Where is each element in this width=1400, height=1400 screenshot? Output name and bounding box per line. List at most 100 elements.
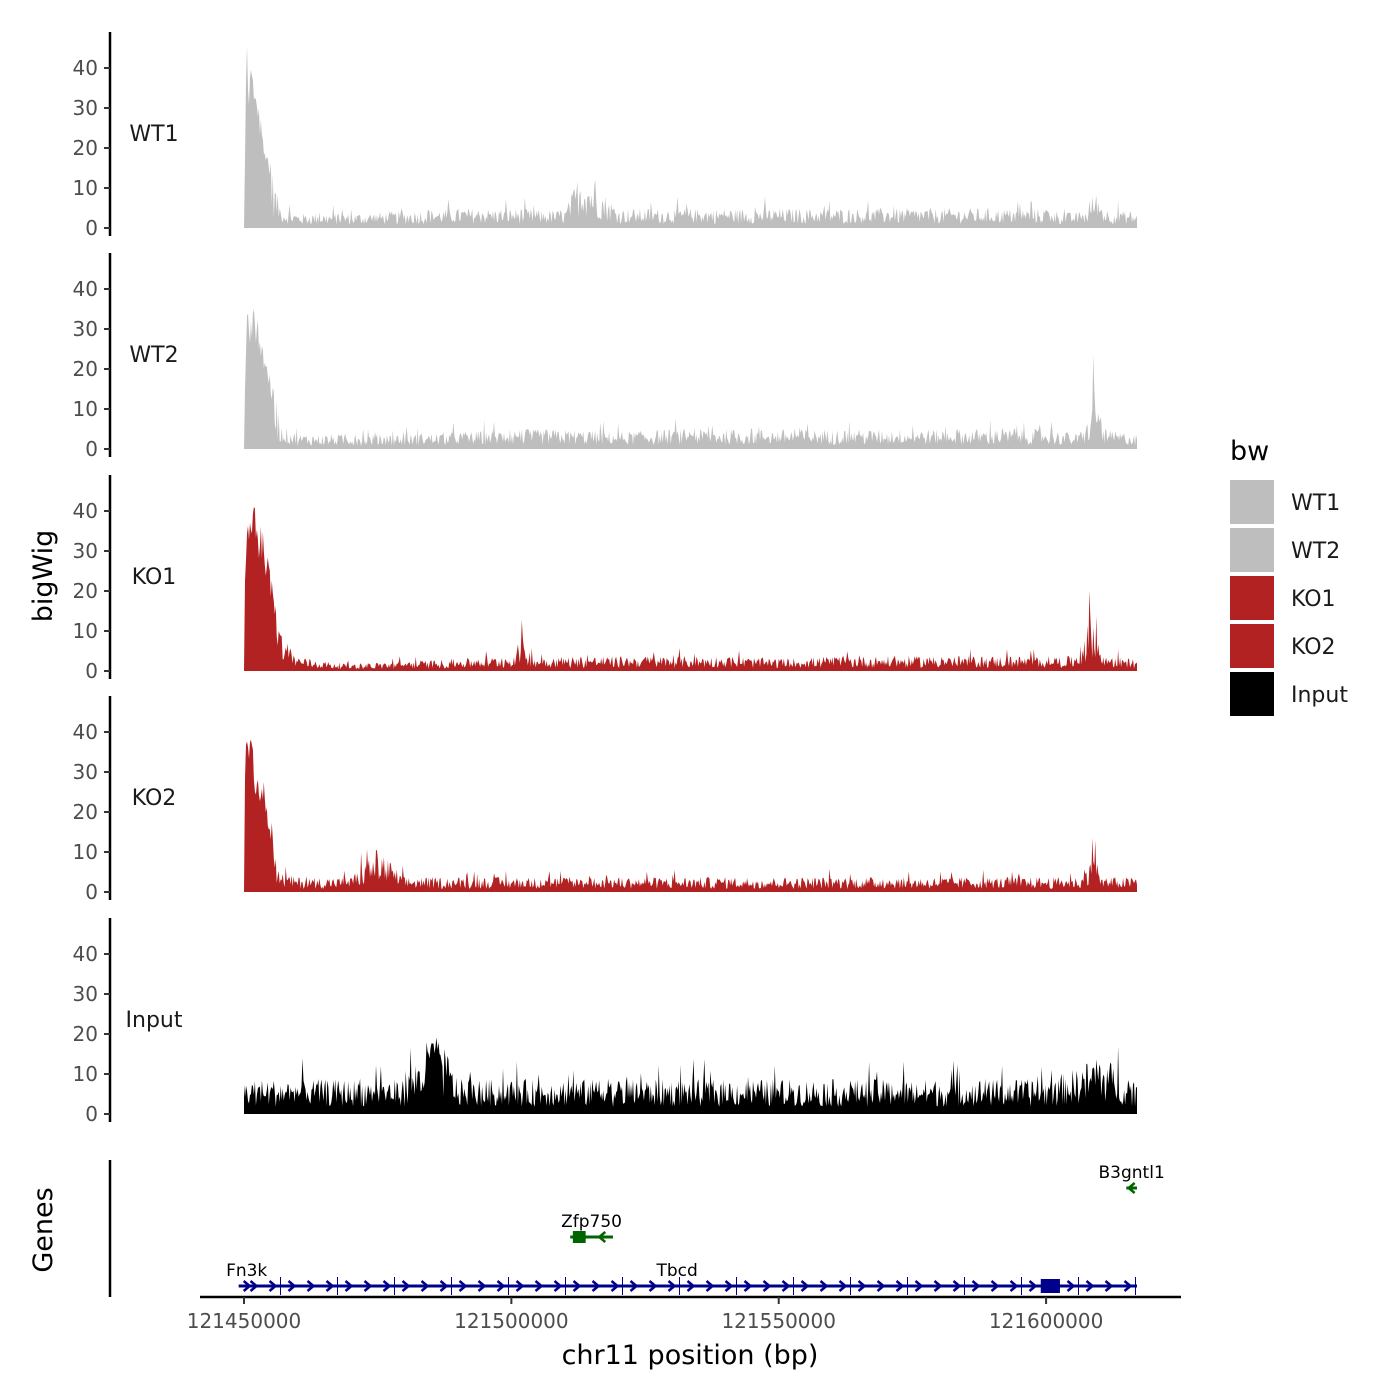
y-tick-label: 30: [73, 317, 98, 341]
legend-swatch-input: [1230, 672, 1274, 716]
track-label: KO2: [132, 786, 177, 811]
legend-swatch-ko1: [1230, 576, 1274, 620]
strand-arrow: [610, 1280, 620, 1292]
track-label: WT1: [129, 122, 178, 147]
strand-arrow: [819, 1280, 829, 1292]
y-tick-label: 10: [73, 619, 98, 643]
strand-arrow: [553, 1280, 563, 1292]
y-tick-label: 30: [73, 760, 98, 784]
exon-block: [1040, 1279, 1060, 1293]
strand-arrow: [667, 1280, 677, 1292]
strand-arrow: [952, 1280, 962, 1292]
strand-arrow: [1028, 1280, 1038, 1292]
y-tick-label: 0: [85, 880, 98, 904]
strand-arrow: [572, 1280, 582, 1292]
y-tick-label: 10: [73, 176, 98, 200]
strand-arrow: [515, 1280, 525, 1292]
strand-arrow: [762, 1280, 772, 1292]
strand-arrow: [724, 1280, 734, 1292]
strand-arrow: [306, 1280, 316, 1292]
y-tick-label: 30: [73, 96, 98, 120]
strand-arrow: [971, 1280, 981, 1292]
y-tick-label: 10: [73, 397, 98, 421]
track-ko1: 0 10 20 30 40 KO1: [73, 475, 1137, 683]
legend: bw WT1 WT2 KO1 KO2 Input: [1230, 436, 1348, 716]
strand-arrow: [344, 1280, 354, 1292]
strand-arrow: [933, 1280, 943, 1292]
gene-tbcd: Tbcd: [244, 1261, 1137, 1295]
strand-arrow: [1066, 1280, 1076, 1292]
strand-arrow: [268, 1280, 278, 1292]
gene-b3gntl1: B3gntl1: [1099, 1163, 1165, 1194]
gene-zfp750: Zfp750: [561, 1212, 622, 1243]
strand-arrow: [781, 1280, 791, 1292]
legend-label: KO1: [1291, 587, 1336, 612]
legend-label: Input: [1291, 683, 1348, 708]
genes-axis-title: Genes: [28, 1187, 59, 1272]
legend-label: WT2: [1291, 539, 1340, 564]
strand-arrow: [1123, 1280, 1133, 1292]
strand-arrow: [597, 1231, 607, 1243]
legend-swatch-ko2: [1230, 624, 1274, 668]
strand-arrow: [857, 1280, 867, 1292]
y-tick-label: 0: [85, 437, 98, 461]
strand-arrow: [629, 1280, 639, 1292]
y-tick-label: 10: [73, 1062, 98, 1086]
y-tick-label: 0: [85, 216, 98, 240]
x-axis-title: chr11 position (bp): [562, 1340, 819, 1371]
strand-arrow: [876, 1280, 886, 1292]
strand-arrow: [705, 1280, 715, 1292]
exon-block: [572, 1231, 586, 1243]
strand-arrow: [686, 1280, 696, 1292]
strand-arrow: [325, 1280, 335, 1292]
signal-area-wt2: [244, 308, 1137, 449]
strand-arrow: [1104, 1280, 1114, 1292]
y-tick-label: 30: [73, 982, 98, 1006]
y-tick-label: 0: [85, 659, 98, 683]
strand-arrow: [743, 1280, 753, 1292]
genes-panel: Fn3k Tbcd Zfp750 B3gntl1: [108, 1160, 1165, 1297]
strand-arrow: [534, 1280, 544, 1292]
strand-arrow: [382, 1280, 392, 1292]
strand-arrow: [1085, 1280, 1095, 1292]
track-ko2: 0 10 20 30 40 KO2: [73, 696, 1137, 904]
y-tick-label: 30: [73, 539, 98, 563]
x-tick-label: 121450000: [187, 1309, 302, 1333]
x-axis: 121450000 121500000 121550000 121600000: [187, 1295, 1181, 1333]
y-tick-label: 20: [73, 579, 98, 603]
y-tick-label: 40: [73, 720, 98, 744]
strand-arrow: [363, 1280, 373, 1292]
strand-arrow: [800, 1280, 810, 1292]
strand-arrow: [439, 1280, 449, 1292]
strand-arrow: [990, 1280, 1000, 1292]
strand-arrow: [458, 1280, 468, 1292]
y-tick-label: 20: [73, 357, 98, 381]
strand-arrow: [496, 1280, 506, 1292]
legend-swatch-wt2: [1230, 528, 1274, 572]
strand-arrow: [838, 1280, 848, 1292]
track-input: 0 10 20 30 40 Input: [73, 918, 1137, 1126]
strand-arrow: [249, 1280, 259, 1292]
track-panels: 0 10 20 30 40 WT1 0 10 20 30 40 WT2 0 10 20 30 40 KO1 0 10 2…: [73, 32, 1137, 1126]
x-tick-label: 121550000: [721, 1309, 836, 1333]
y-tick-label: 0: [85, 1102, 98, 1126]
track-wt2: 0 10 20 30 40 WT2: [73, 253, 1137, 461]
y-tick-label: 20: [73, 136, 98, 160]
strand-arrow: [477, 1280, 487, 1292]
gene-label: Tbcd: [655, 1261, 697, 1281]
strand-arrow: [1009, 1280, 1019, 1292]
x-tick-label: 121500000: [454, 1309, 569, 1333]
legend-swatch-wt1: [1230, 480, 1274, 524]
signal-area-ko1: [244, 507, 1137, 671]
track-wt1: 0 10 20 30 40 WT1: [73, 32, 1137, 240]
strand-arrow: [895, 1280, 905, 1292]
y-axis-title: bigWig: [28, 530, 59, 623]
legend-label: KO2: [1291, 635, 1336, 660]
track-label: KO1: [132, 565, 177, 590]
legend-title: bw: [1230, 436, 1269, 467]
track-label: WT2: [129, 343, 178, 368]
signal-area-wt1: [244, 45, 1137, 228]
strand-arrow: [591, 1280, 601, 1292]
y-tick-label: 40: [73, 942, 98, 966]
